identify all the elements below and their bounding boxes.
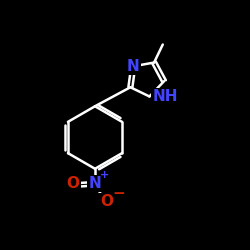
Text: O: O xyxy=(66,176,80,192)
Text: N: N xyxy=(127,59,140,74)
Text: +: + xyxy=(100,170,109,180)
Text: O: O xyxy=(100,194,113,210)
Text: −: − xyxy=(112,186,125,201)
Text: NH: NH xyxy=(152,89,178,104)
Text: N: N xyxy=(88,176,102,191)
